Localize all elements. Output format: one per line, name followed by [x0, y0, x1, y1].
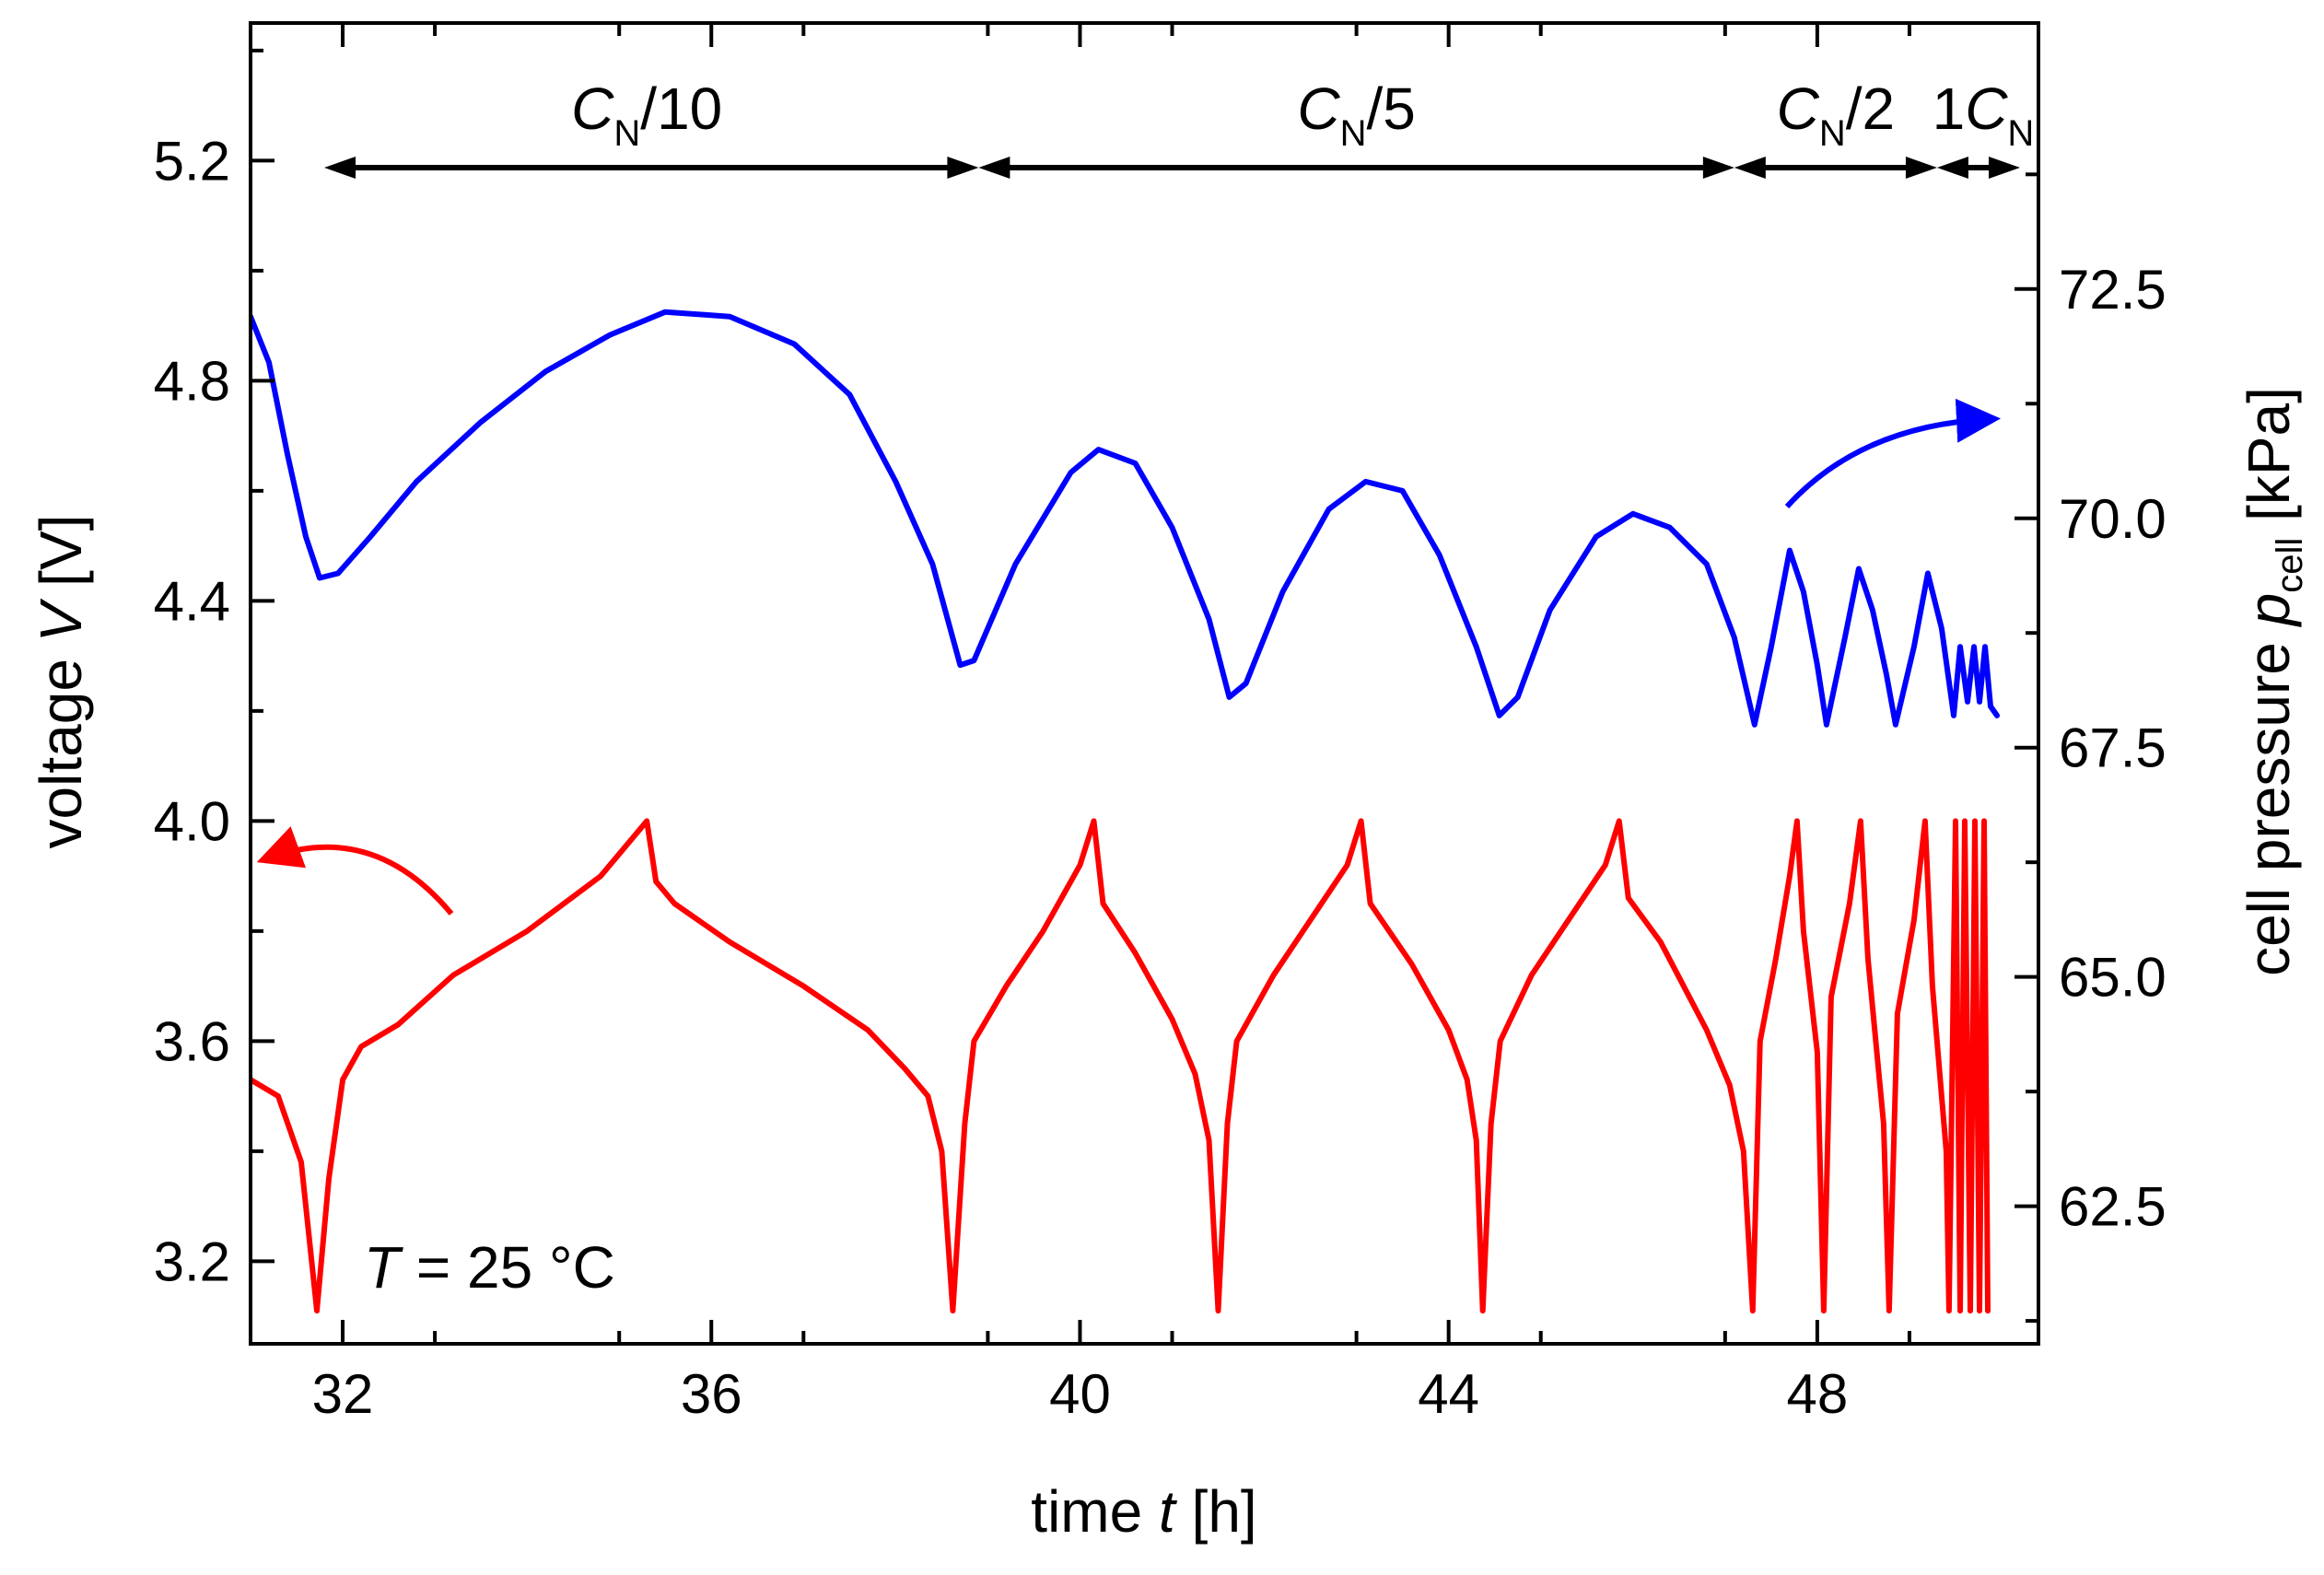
y-right-tick-label: 72.5 [2059, 259, 2166, 321]
y-left-tick-label: 5.2 [154, 130, 230, 192]
voltage-series-line [251, 818, 1991, 1314]
x-tick-label: 40 [1049, 1363, 1111, 1425]
rate-spans: CN/10 CN/5 CN/2 1CN [324, 76, 2034, 179]
x-tick-label: 32 [312, 1363, 374, 1425]
x-tick-label: 44 [1418, 1363, 1479, 1425]
rate-span-arrowhead-right [1988, 157, 2020, 179]
x-axis-title: time t [h] [1031, 1478, 1256, 1545]
y-axis-left: 3.2 3.6 4.0 4.4 4.8 5.2 [154, 48, 274, 1292]
rate-span-arrowhead-left [978, 157, 1010, 179]
rate-span-arrowhead-left [1936, 157, 1968, 179]
rate-span-arrowhead-right [1905, 157, 1937, 179]
pressure-axis-arrow [1784, 398, 2001, 509]
pressure-series-line [251, 309, 2000, 728]
y-right-tick-label: 67.5 [2059, 718, 2166, 779]
x-axis: 32 36 40 44 48 [312, 23, 1911, 1425]
x-tick-label: 36 [681, 1363, 742, 1425]
rate-label: 1CN [1933, 76, 2035, 154]
y-axis-left-title: voltage V [V] [28, 515, 94, 849]
y-right-tick-label: 62.5 [2059, 1176, 2166, 1238]
rate-label: CN/5 [1297, 76, 1415, 154]
y-right-tick-label: 70.0 [2059, 488, 2166, 550]
y-axis-right: 62.5 65.0 67.5 70.0 72.5 [2015, 172, 2166, 1324]
y-left-tick-label: 4.0 [154, 790, 230, 852]
plot-frame [249, 21, 2040, 1346]
y-left-tick-label: 3.2 [154, 1231, 230, 1292]
y-left-tick-label: 4.4 [154, 570, 230, 632]
rate-span-arrowhead-right [947, 157, 979, 179]
rate-span-arrowhead-left [324, 157, 356, 179]
rate-span-arrowhead-right [1702, 157, 1734, 179]
temperature-annotation: T = 25 °C [364, 1234, 615, 1301]
y-left-tick-label: 4.8 [154, 350, 230, 412]
y-left-tick-label: 3.6 [154, 1010, 230, 1072]
x-tick-label: 48 [1787, 1363, 1849, 1425]
series-layer [251, 309, 2000, 1314]
y-axis-right-title: cell pressure pcell [kPa] [2236, 387, 2310, 976]
y-right-tick-label: 65.0 [2059, 947, 2166, 1009]
rate-label: CN/2 [1777, 76, 1895, 154]
rate-label: CN/10 [571, 76, 722, 154]
voltage-axis-arrow [256, 826, 454, 916]
rate-span-arrowhead-left [1734, 157, 1766, 179]
